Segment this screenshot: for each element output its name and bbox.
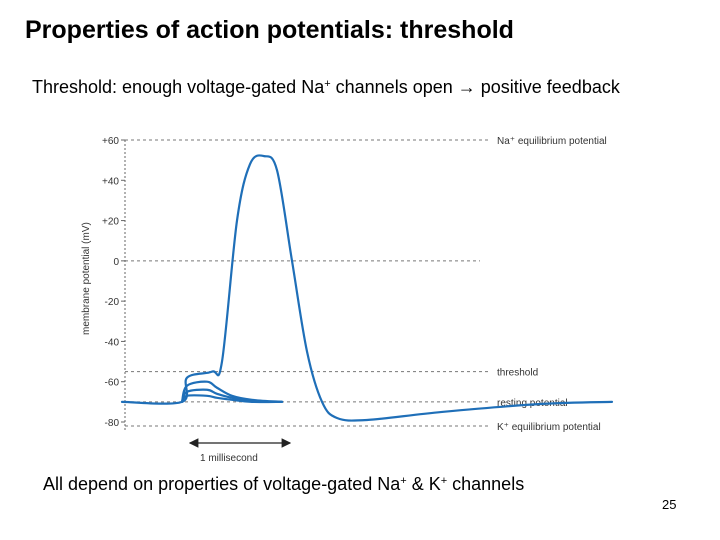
y-axis-label: membrane potential (mV) bbox=[81, 222, 92, 335]
reference-label-threshold: threshold bbox=[497, 368, 538, 379]
time-scale-label: 1 millisecond bbox=[200, 453, 258, 464]
subtitle-text-3: positive feedback bbox=[475, 77, 620, 97]
footer-text-1: All depend on properties of voltage-gate… bbox=[43, 474, 401, 494]
reference-label-na-equilibrium: Na⁺ equilibrium potential bbox=[497, 136, 607, 147]
footer-text-3: channels bbox=[447, 474, 525, 494]
footer-superscript-1: + bbox=[400, 475, 407, 487]
slide-subtitle: Threshold: enough voltage-gated Na+ chan… bbox=[32, 77, 620, 98]
slide-footer: All depend on properties of voltage-gate… bbox=[43, 474, 524, 495]
slide-title: Properties of action potentials: thresho… bbox=[25, 16, 514, 44]
subtitle-text-2: channels open bbox=[330, 77, 458, 97]
y-tick-label: +40 bbox=[102, 176, 119, 187]
y-tick-label: -20 bbox=[105, 297, 120, 308]
y-tick-label: -40 bbox=[105, 337, 120, 348]
y-tick-label: +20 bbox=[102, 217, 119, 228]
page-number: 25 bbox=[662, 497, 677, 512]
subtitle-text-1: Threshold: enough voltage-gated Na bbox=[32, 77, 325, 97]
y-tick-label: 0 bbox=[113, 257, 119, 268]
arrow-icon: → bbox=[457, 77, 476, 97]
reference-label-resting: resting potential bbox=[497, 398, 568, 409]
y-tick-label: +60 bbox=[102, 136, 119, 147]
footer-text-2: & K bbox=[406, 474, 441, 494]
curve-subthreshold-3 bbox=[180, 394, 284, 404]
reference-label-k-equilibrium: K⁺ equilibrium potential bbox=[497, 422, 601, 433]
curve-action-potential bbox=[120, 154, 614, 422]
footer-superscript-2: + bbox=[440, 475, 448, 487]
subtitle-superscript: + bbox=[324, 78, 331, 90]
y-tick-label: -80 bbox=[105, 418, 120, 429]
y-tick-label: -60 bbox=[105, 378, 120, 389]
